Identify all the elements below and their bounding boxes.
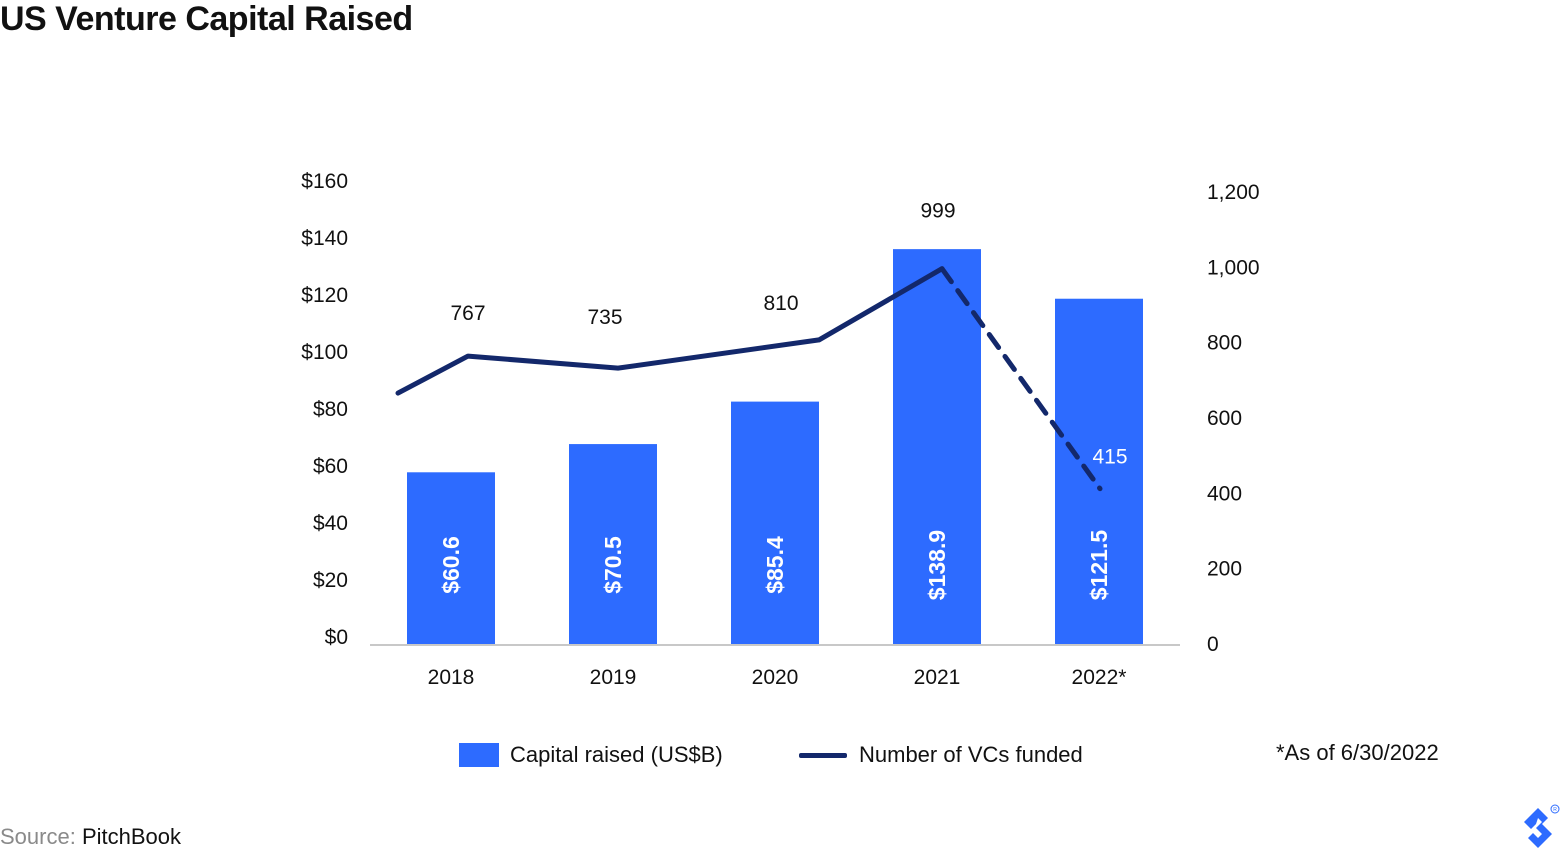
bar	[731, 401, 819, 645]
source-name: PitchBook	[81, 824, 182, 849]
line-series	[395, 266, 945, 396]
line-value-label: 735	[587, 306, 622, 329]
y-right-tick-label: 0	[1207, 633, 1219, 656]
y-left-tick-label: $40	[313, 512, 348, 535]
legend-item-bars: Capital raised (US$B)	[459, 740, 723, 770]
line-value-label: 810	[763, 292, 798, 315]
y-right-tick-label: 1,000	[1207, 256, 1260, 279]
line-series-projection	[939, 266, 1103, 492]
bar-value-label: $85.4	[762, 536, 788, 594]
y-left-tick-label: $100	[301, 341, 348, 364]
y-left-tick-label: $160	[301, 170, 348, 193]
y-left-tick-label: $140	[301, 227, 348, 250]
y-left-tick-label: $20	[313, 569, 348, 592]
bar	[1055, 298, 1143, 645]
x-tick-label: 2021	[914, 666, 961, 689]
footnote: *As of 6/30/2022	[1276, 740, 1439, 765]
y-left-tick-label: $0	[325, 626, 348, 649]
bar	[407, 472, 495, 645]
bar-value-label: $138.9	[924, 530, 950, 600]
line-value-label: 767	[450, 302, 485, 325]
source-credit: Source: PitchBook	[0, 824, 181, 850]
legend-label-bars: Capital raised (US$B)	[510, 742, 723, 767]
source-label: Source:	[0, 824, 76, 849]
y-left-tick-label: $80	[313, 398, 348, 421]
x-tick-label: 2019	[590, 666, 637, 689]
svg-text:R: R	[1553, 807, 1557, 813]
y-right-tick-label: 1,200	[1207, 181, 1260, 204]
y-right-tick-label: 800	[1207, 332, 1242, 355]
y-left-tick-label: $120	[301, 284, 348, 307]
y-left-tick-label: $60	[313, 455, 348, 478]
legend-swatch-bars	[459, 743, 499, 767]
legend-swatch-line	[799, 752, 847, 758]
toptal-logo-icon: R	[1524, 804, 1560, 848]
legend-label-line: Number of VCs funded	[859, 742, 1083, 767]
line-value-label: 415	[1092, 446, 1127, 469]
y-right-tick-label: 400	[1207, 482, 1242, 505]
legend-item-line: Number of VCs funded	[799, 740, 1083, 770]
x-tick-label: 2018	[428, 666, 475, 689]
bar-value-label: $60.6	[438, 536, 464, 594]
x-tick-label: 2022*	[1072, 666, 1127, 689]
y-right-tick-label: 600	[1207, 407, 1242, 430]
line-value-label: 999	[920, 200, 955, 223]
x-tick-label: 2020	[752, 666, 799, 689]
bar-value-label: $70.5	[600, 536, 626, 594]
y-right-tick-label: 200	[1207, 558, 1242, 581]
bar	[569, 444, 657, 645]
chart-title: US Venture Capital Raised	[0, 0, 413, 38]
bar-value-label: $121.5	[1086, 530, 1112, 601]
bar	[893, 249, 981, 645]
